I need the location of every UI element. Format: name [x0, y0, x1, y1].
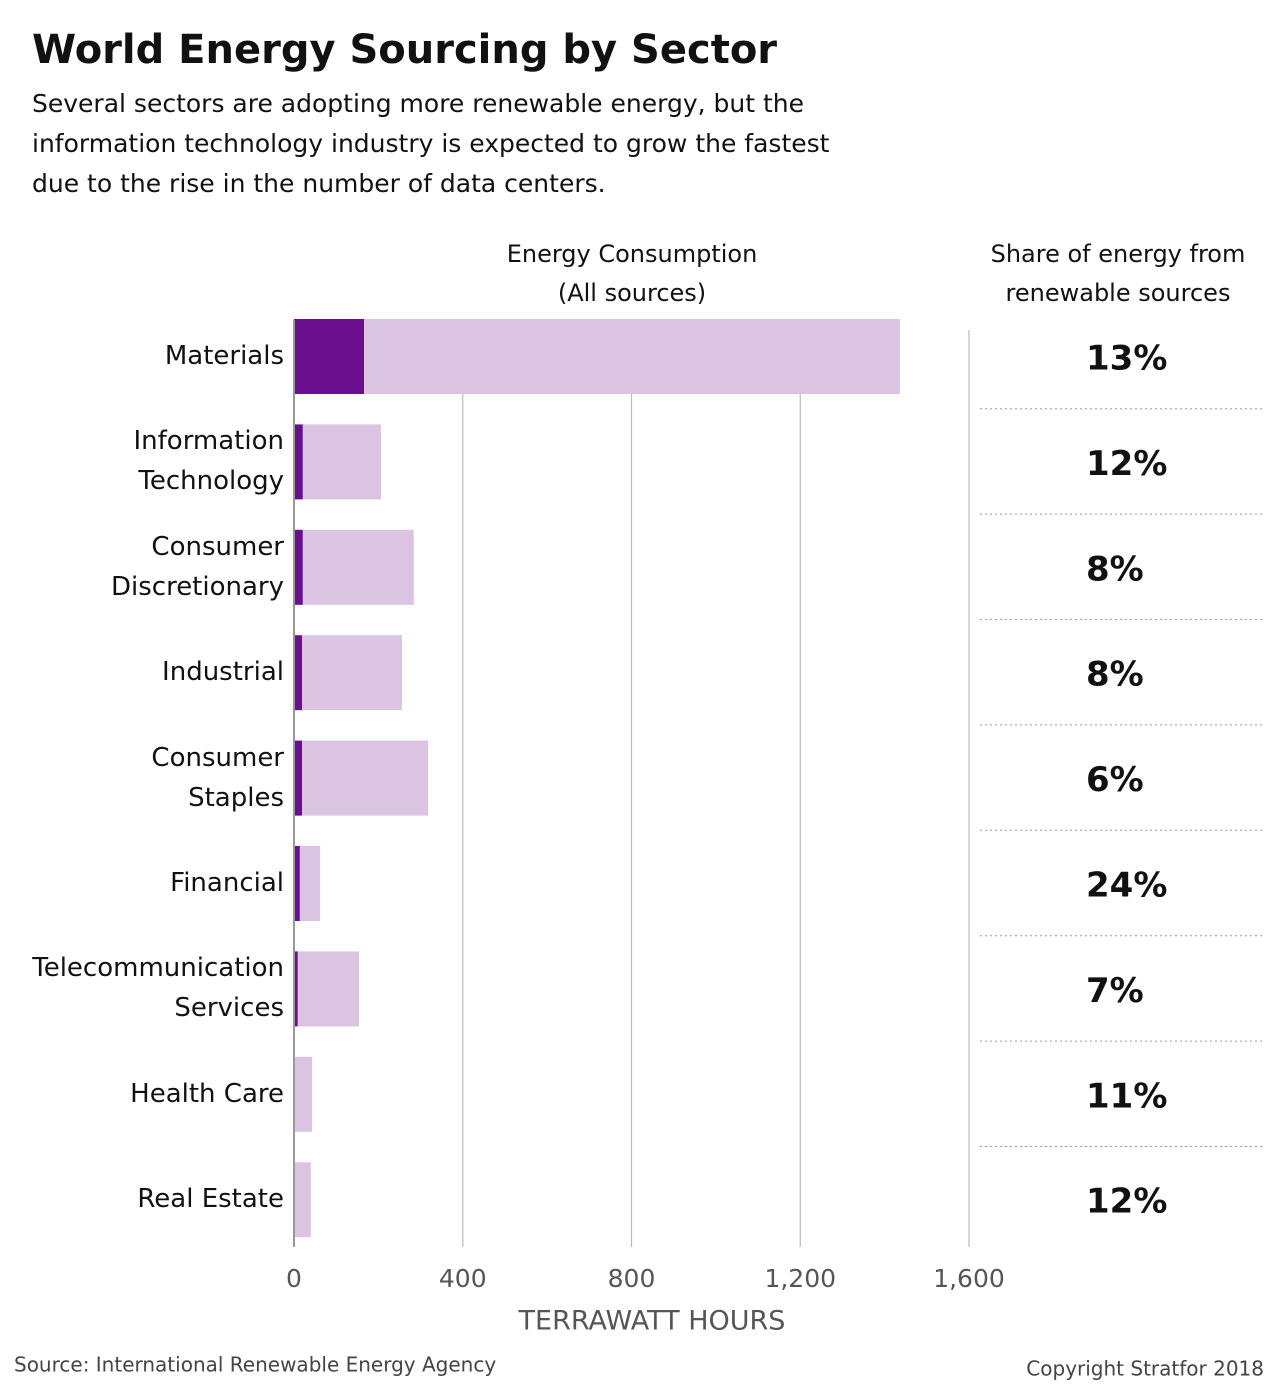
share-label: 12% — [1086, 444, 1167, 484]
x-tick-label: 1,200 — [764, 1264, 836, 1293]
category-label: Information Technology — [133, 426, 284, 497]
share-label: 11% — [1086, 1076, 1167, 1116]
x-tick-label: 800 — [608, 1264, 656, 1293]
category-label: Industrial — [162, 657, 284, 688]
x-tick-label: 1,600 — [933, 1264, 1005, 1293]
share-label: 8% — [1086, 549, 1144, 589]
category-label: Consumer Staples — [151, 742, 284, 813]
bar-segment — [297, 951, 359, 1027]
share-label: 13% — [1086, 339, 1167, 379]
bar-segment — [294, 319, 365, 394]
category-label: Telecommunication Services — [32, 953, 284, 1024]
bar-segment — [294, 951, 298, 1027]
category-label: Real Estate — [137, 1184, 284, 1215]
bar-segment — [294, 740, 303, 816]
bar-segment — [294, 529, 303, 605]
bar-segment — [302, 529, 414, 605]
share-label: 24% — [1086, 866, 1167, 906]
x-tick-label: 400 — [439, 1264, 487, 1293]
share-label: 6% — [1086, 760, 1144, 800]
bar-segment — [294, 1162, 311, 1238]
category-label: Health Care — [130, 1078, 284, 1109]
category-label: Materials — [164, 341, 284, 371]
bar-segment — [302, 740, 429, 816]
source: Source: International Renewable Energy A… — [14, 1353, 496, 1377]
copyright: Copyright Stratfor 2018 — [1026, 1357, 1264, 1381]
bar-segment — [364, 319, 900, 394]
x-tick-label: 0 — [286, 1264, 302, 1293]
bar-segment — [294, 846, 300, 921]
chart-title: World Energy Sourcing by Sector — [32, 27, 777, 73]
x-axis-title: TERRAWATT HOURS — [518, 1306, 786, 1337]
bar-segment — [299, 846, 321, 921]
bar-segment — [302, 424, 381, 500]
category-label: Consumer Discretionary — [110, 531, 284, 602]
share-label: 7% — [1086, 971, 1144, 1011]
column-header: Share of energy from — [991, 240, 1246, 268]
category-label: Financial — [170, 868, 284, 898]
bar-segment — [294, 424, 303, 500]
column-header: renewable sources — [1006, 279, 1231, 307]
bar-segment — [294, 635, 303, 711]
bar-segment — [294, 1056, 313, 1132]
subtitle: Several sectors are adopting more renewa… — [32, 89, 830, 198]
column-header: (All sources) — [558, 279, 706, 307]
share-label: 12% — [1086, 1182, 1167, 1222]
bar-segment — [302, 635, 402, 711]
share-label: 8% — [1086, 655, 1144, 695]
column-header: Energy Consumption — [507, 240, 758, 268]
